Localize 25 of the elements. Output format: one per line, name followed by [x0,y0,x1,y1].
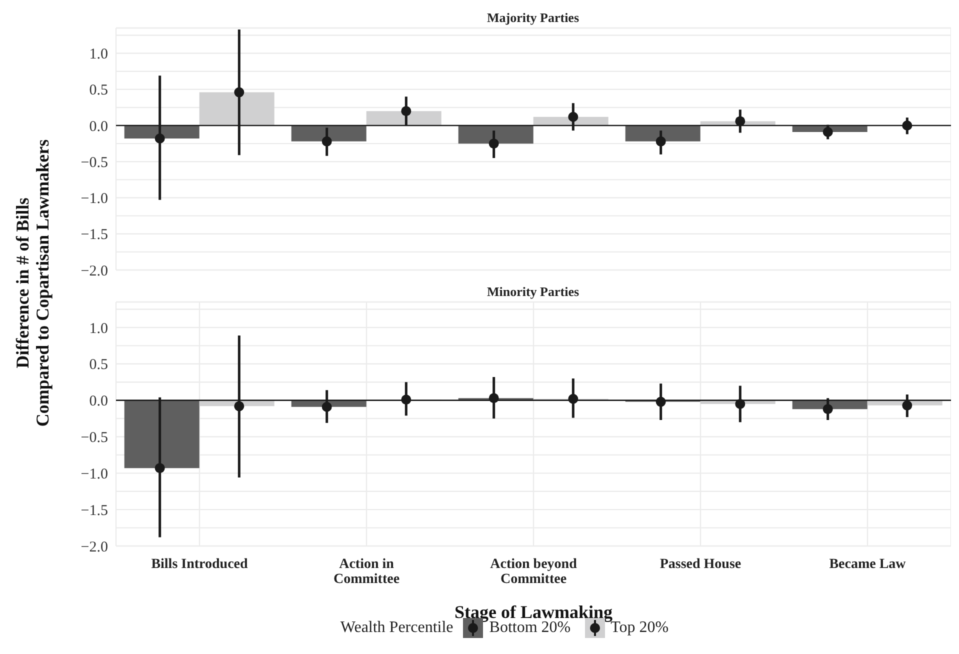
y-axis-title: Difference in # of Bills Compared to Copartisan Lawmakers [13,139,54,427]
y-tick-label: −2.0 [80,263,108,280]
y-tick-label: 0.0 [89,394,108,410]
y-tick-label: 0.5 [89,82,108,99]
x-tick-label: Passed House [660,557,742,572]
x-tick-label: Action in Committee [333,557,400,587]
legend-label: Bottom 20% [489,619,571,637]
x-tick-label: Action beyond Committee [490,557,578,587]
y-tick-label: 1.0 [89,320,108,337]
y-tick-label: 0.5 [89,357,108,374]
chart-title: Minority Parties [486,284,580,300]
x-axis-title: Stage of Lawmaking [454,602,613,622]
x-tick-label: Bills Introduced [151,557,248,572]
y-tick-label: −1.5 [80,502,108,519]
x-tick-label: Became Law [829,557,907,572]
y-tick-label: −0.5 [80,430,108,446]
y-tick-label: −1.0 [80,191,108,208]
y-tick-label: 0.0 [89,118,108,135]
y-tick-label: −2.0 [80,539,108,556]
y-tick-label: 1.0 [89,46,108,63]
chart-title: Majority Parties [486,10,580,26]
y-tick-label: −1.5 [80,227,108,244]
y-tick-label: −0.5 [80,154,108,171]
y-tick-label: −1.0 [80,466,108,482]
legend-title: Wealth Percentile [340,619,454,637]
